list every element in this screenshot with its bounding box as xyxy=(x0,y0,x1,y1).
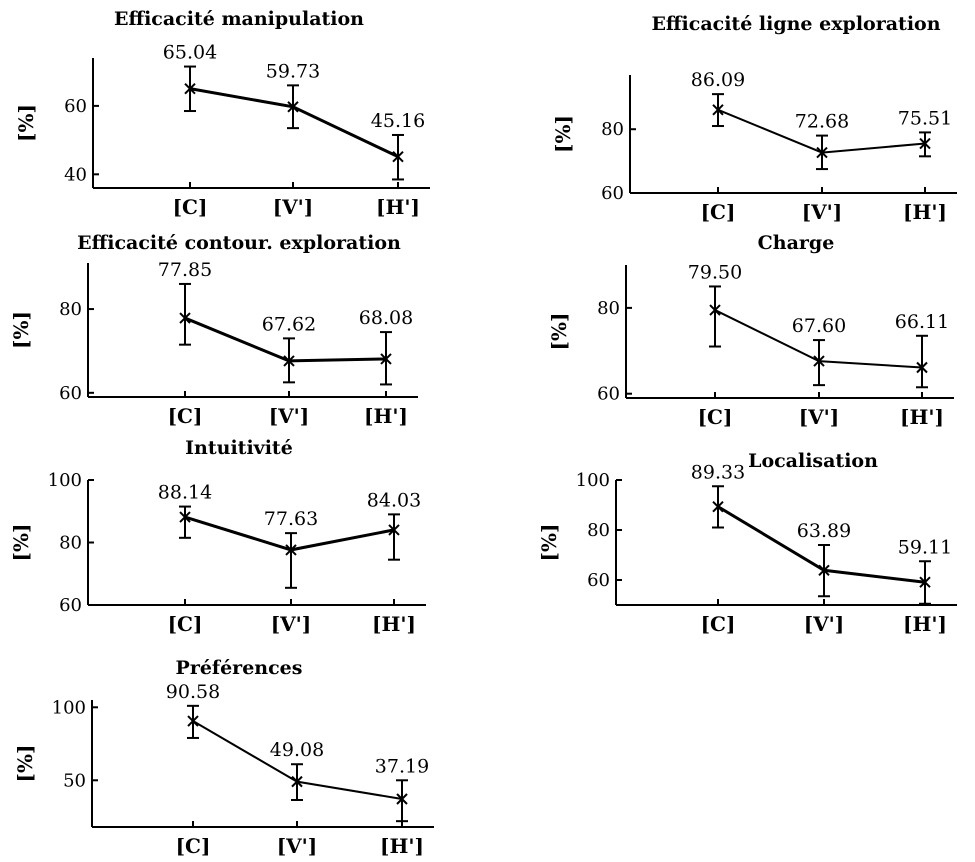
panel7-data-label: 90.58 xyxy=(166,681,220,703)
panel3-category-label: [H'] xyxy=(364,404,408,428)
panel4-title: Charge xyxy=(758,232,835,254)
panel4-ytick-label: 80 xyxy=(597,298,620,319)
panel6-category-label: [H'] xyxy=(903,612,947,636)
panel2-data-point-stroke xyxy=(712,104,724,116)
panel1-category-label: [V'] xyxy=(273,195,314,219)
panel6-ytick-label: 100 xyxy=(576,470,610,491)
panel1-data-point-stroke xyxy=(184,82,196,95)
panel4-category-label: [V'] xyxy=(799,405,840,429)
panel4-category-label: [H'] xyxy=(900,405,944,429)
panel3-data-point-stroke xyxy=(380,353,392,365)
panel2-data-label: 86.09 xyxy=(691,69,745,91)
panel5-ylabel: [%] xyxy=(9,524,33,562)
panel7-data-point-stroke xyxy=(187,715,199,727)
panel3-data-label: 67.62 xyxy=(262,313,316,335)
panel7-data-label: 37.19 xyxy=(375,755,429,777)
panel7-title: Préférences xyxy=(176,657,303,679)
panel1-data-point-stroke xyxy=(287,101,299,113)
panel3-data-point-stroke xyxy=(283,355,295,367)
panel3-ylabel: [%] xyxy=(9,311,33,349)
panel3-data-label: 68.08 xyxy=(359,307,413,329)
panel6-ytick-label: 80 xyxy=(587,520,610,541)
panel6-category-label: [C] xyxy=(701,612,736,636)
panel2-data-point-stroke xyxy=(816,146,828,159)
panel4-data-point-stroke xyxy=(709,304,721,316)
panel7-data-point-stroke xyxy=(291,775,303,788)
panel5-data-label: 84.03 xyxy=(367,489,421,511)
panel2-ytick-label: 60 xyxy=(601,183,624,204)
panel7-ytick-label: 100 xyxy=(52,697,86,718)
panel4-data-label: 67.60 xyxy=(792,315,846,337)
panel7-ylabel: [%] xyxy=(13,745,37,783)
panel7-data-point-stroke xyxy=(396,793,408,805)
panel6-data-point-stroke xyxy=(712,500,724,513)
panel5-category-label: [V'] xyxy=(271,612,312,636)
panel6-data-point-stroke xyxy=(818,564,830,576)
panel1-ytick-label: 60 xyxy=(64,96,87,117)
panel4-data-point-stroke xyxy=(813,355,825,367)
panel5-category-label: [C] xyxy=(168,612,203,636)
panel5-data-label: 77.63 xyxy=(264,508,318,530)
panel5-ytick-label: 60 xyxy=(59,595,82,616)
panel5-category-label: [H'] xyxy=(372,612,416,636)
panel2-ylabel: [%] xyxy=(551,115,575,153)
panel4-category-label: [C] xyxy=(698,405,733,429)
panel4-data-label: 79.50 xyxy=(688,261,742,283)
panel7-category-label: [V'] xyxy=(277,834,318,858)
panel3-ytick-label: 60 xyxy=(59,383,82,404)
panel2-category-label: [H'] xyxy=(903,200,947,224)
panel3-data-point-stroke xyxy=(179,312,191,324)
panel5-ytick-label: 100 xyxy=(48,470,82,491)
panel1-ytick-label: 40 xyxy=(64,164,87,185)
panel5-data-point-stroke xyxy=(285,544,297,556)
panel6-ytick-label: 60 xyxy=(587,570,610,591)
panel7-data-label: 49.08 xyxy=(270,739,324,761)
panel1-ylabel: [%] xyxy=(14,104,38,142)
panel3-category-label: [V'] xyxy=(269,404,310,428)
panel4-ytick-label: 60 xyxy=(597,384,620,405)
panel7-category-label: [H'] xyxy=(380,834,424,858)
panel1-category-label: [C] xyxy=(173,195,208,219)
panel2-data-label: 75.51 xyxy=(898,107,952,129)
panel1-title: Efficacité manipulation xyxy=(114,8,364,30)
panel3-data-label: 77.85 xyxy=(158,259,212,281)
panel2-category-label: [C] xyxy=(701,200,736,224)
panel6-data-point-stroke xyxy=(919,576,931,588)
panel3-category-label: [C] xyxy=(168,404,203,428)
panel4-ylabel: [%] xyxy=(547,313,571,351)
panel3-title: Efficacité contour. exploration xyxy=(77,232,401,254)
panel7-ytick-label: 50 xyxy=(63,770,86,791)
panel3-ytick-label: 80 xyxy=(59,299,82,320)
panel5-data-label: 88.14 xyxy=(158,482,212,504)
panel7-category-label: [C] xyxy=(176,834,211,858)
panel6-data-label: 63.89 xyxy=(797,520,851,542)
panel1-category-label: [H'] xyxy=(376,195,420,219)
panel1-data-label: 65.04 xyxy=(163,42,217,64)
panel2-ytick-label: 80 xyxy=(601,119,624,140)
panel5-ytick-label: 80 xyxy=(59,533,82,554)
panel6-title: Localisation xyxy=(748,450,878,472)
panel1-data-label: 45.16 xyxy=(371,110,425,132)
panel1-data-label: 59.73 xyxy=(266,60,320,82)
panel6-category-label: [V'] xyxy=(804,612,845,636)
panel4-data-label: 66.11 xyxy=(895,311,949,333)
panel2-category-label: [V'] xyxy=(802,200,843,224)
panel5-title: Intuitivité xyxy=(185,437,293,459)
panel6-data-label: 89.33 xyxy=(691,461,745,483)
panel5-data-point-stroke xyxy=(179,511,191,523)
panel6-data-label: 59.11 xyxy=(898,536,952,558)
panel2-data-point-stroke xyxy=(919,137,931,150)
panel2-data-label: 72.68 xyxy=(795,111,849,133)
panel5-data-point-stroke xyxy=(388,524,400,536)
panel2-title: Efficacité ligne exploration xyxy=(651,13,940,35)
panel6-ylabel: [%] xyxy=(537,524,561,562)
panel4-data-point-stroke xyxy=(916,361,928,374)
panel1-data-point-stroke xyxy=(392,150,404,163)
